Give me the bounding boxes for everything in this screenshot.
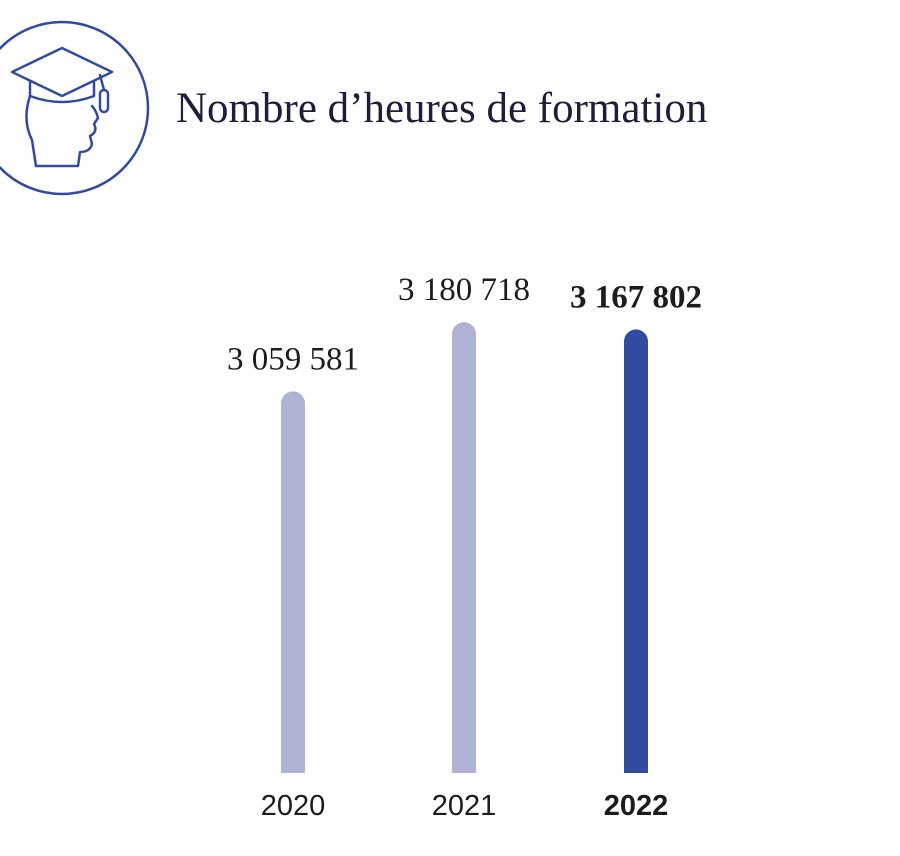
bar	[452, 322, 476, 773]
x-tick-label: 2021	[432, 790, 497, 822]
bar	[624, 329, 648, 773]
value-label: 3 167 802	[570, 279, 702, 315]
icon	[0, 20, 150, 196]
x-tick-label: 2022	[604, 790, 669, 822]
chart-title: Nombre d’heures de formation	[176, 85, 707, 132]
x-tick-label: 2020	[261, 790, 326, 822]
value-label: 3 180 718	[398, 272, 530, 308]
value-label: 3 059 581	[227, 341, 359, 377]
bar	[281, 391, 305, 773]
